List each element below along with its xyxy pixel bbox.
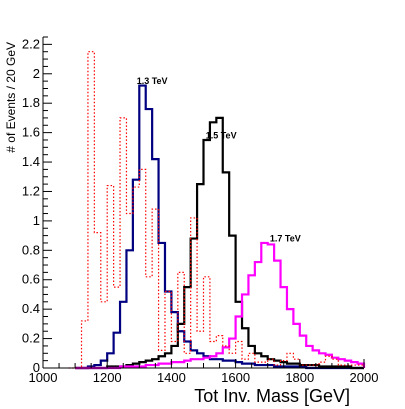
- histogram-series-4: [68, 51, 365, 369]
- x-tick-label: 1200: [93, 370, 122, 385]
- histogram-series-2: [75, 116, 364, 370]
- y-tick-label: 1.4: [22, 154, 40, 169]
- histogram-series-3: [75, 241, 366, 370]
- x-tick-label: 2000: [350, 370, 379, 385]
- peak-annotation: 1.7 TeV: [270, 233, 301, 243]
- peak-annotation: 1.5 TeV: [206, 131, 237, 141]
- annotation-layer: 1.3 TeV 1.5 TeV 1.7 TeV: [137, 76, 301, 243]
- y-tick-label: 0.8: [22, 242, 40, 257]
- y-tick-label: 1.6: [22, 125, 40, 140]
- peak-annotation: 1.3 TeV: [137, 76, 168, 86]
- y-tick-label: 1.8: [22, 95, 40, 110]
- x-tick-label: 1600: [221, 370, 250, 385]
- y-tick-label: 0.2: [22, 331, 40, 346]
- histogram-layer: [68, 51, 366, 370]
- y-tick-label: 0.6: [22, 272, 40, 287]
- y-tick-label: 0.4: [22, 301, 40, 316]
- y-axis-title: # of Events / 20 GeV: [4, 42, 18, 153]
- tick-label-layer: 1000 1200 1400 1600 1800 2000 0 0.2 0.4 0.6 0.8 1 1.…: [22, 36, 379, 385]
- axes-layer: [42, 36, 365, 369]
- y-tick-label: 2: [33, 66, 40, 81]
- y-tick-label: 1: [33, 213, 40, 228]
- x-tick-label: 1800: [285, 370, 314, 385]
- x-tick-label: 1000: [29, 370, 58, 385]
- y-tick-label: 1.2: [22, 183, 40, 198]
- x-tick-label: 1400: [157, 370, 186, 385]
- histogram-series-1: [75, 84, 364, 370]
- y-tick-label: 2.2: [22, 36, 40, 51]
- y-tick-label: 0: [33, 360, 40, 375]
- x-axis-title: Tot Inv. Mass [GeV]: [194, 386, 350, 406]
